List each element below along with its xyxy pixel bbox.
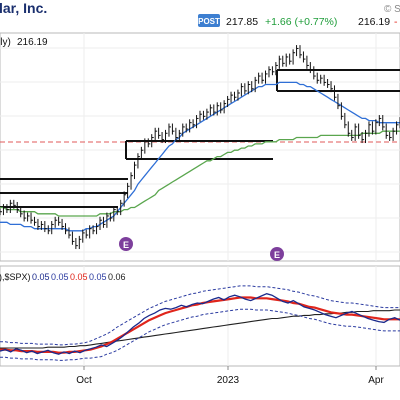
close-value: 216.19: [358, 16, 390, 28]
company-title: lar, Inc.: [0, 0, 47, 16]
x-axis: Oct 2023 Apr: [76, 366, 384, 386]
x-tick-label: Apr: [368, 375, 384, 386]
ratio-line: [0, 293, 400, 355]
ratio-band-upper: [0, 285, 400, 346]
ratio-label: ),$SPX): [0, 272, 31, 282]
ratio-panel: [0, 265, 400, 367]
price-change: +1.66 (+0.77%): [265, 16, 337, 28]
ratio-legend: ),$SPX) 0.05 0.05 0.05 0.05 0.06: [0, 272, 126, 282]
ratio-value: 0.05: [51, 272, 69, 282]
corner-fragment: © S: [384, 4, 400, 15]
ratio-band-lower: [0, 308, 400, 361]
ratio-value: 0.05: [89, 272, 107, 282]
earnings-marker[interactable]: E: [270, 247, 284, 261]
price-plot: [0, 45, 400, 250]
earnings-marker-label: E: [123, 240, 129, 250]
post-badge-label: POST: [198, 17, 220, 26]
ratio-grid: [83, 266, 377, 366]
price-series-value: 216.19: [17, 37, 48, 48]
earnings-marker[interactable]: E: [119, 237, 133, 251]
last-price: 217.85: [226, 16, 258, 28]
moving-average-line: [0, 130, 400, 217]
ratio-value: 0.05: [70, 272, 88, 282]
price-panel: [0, 32, 400, 262]
x-tick-label: Oct: [76, 375, 92, 386]
ratio-plot: [0, 285, 400, 361]
x-tick-label: 2023: [217, 375, 240, 386]
post-badge[interactable]: [198, 14, 220, 27]
ratio-value: 0.06: [108, 272, 126, 282]
price-series-label: ily): [0, 37, 11, 48]
earnings-marker-label: E: [274, 250, 280, 260]
close-trailing: -: [394, 16, 398, 28]
header-bar: [0, 0, 400, 18]
support-resistance-lines: [0, 69, 400, 208]
ratio-value: 0.05: [32, 272, 50, 282]
moving-average-line: [0, 81, 400, 232]
